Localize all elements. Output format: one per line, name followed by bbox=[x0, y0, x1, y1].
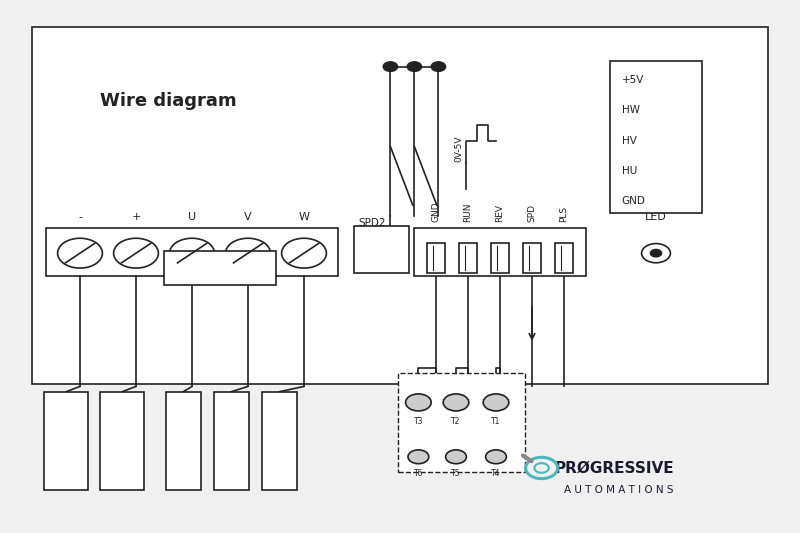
Circle shape bbox=[226, 238, 270, 268]
Circle shape bbox=[642, 244, 670, 263]
Bar bbox=[610, 61, 702, 213]
Bar bbox=[214, 392, 249, 490]
Bar bbox=[262, 392, 297, 490]
Bar bbox=[459, 243, 477, 273]
Circle shape bbox=[486, 450, 506, 464]
Text: Blue: Blue bbox=[226, 431, 236, 451]
Text: Common: Common bbox=[62, 421, 70, 461]
Text: HW: HW bbox=[622, 106, 640, 115]
Bar bbox=[46, 228, 338, 276]
Circle shape bbox=[431, 62, 446, 71]
Circle shape bbox=[114, 238, 158, 268]
Text: HU: HU bbox=[622, 166, 637, 176]
Text: W: W bbox=[298, 212, 310, 222]
Circle shape bbox=[446, 450, 466, 464]
Bar bbox=[166, 392, 201, 490]
Bar bbox=[491, 243, 509, 273]
Bar bbox=[44, 392, 88, 490]
Text: 12VDC  5A: 12VDC 5A bbox=[118, 417, 126, 465]
Text: A U T O M A T I O N S: A U T O M A T I O N S bbox=[564, 484, 674, 495]
Text: REV: REV bbox=[495, 204, 505, 222]
Circle shape bbox=[407, 62, 422, 71]
Text: Motor Input: Motor Input bbox=[188, 263, 252, 273]
Circle shape bbox=[282, 238, 326, 268]
Circle shape bbox=[483, 394, 509, 411]
Text: U: U bbox=[188, 212, 196, 222]
Text: T2: T2 bbox=[451, 417, 461, 426]
Circle shape bbox=[443, 394, 469, 411]
Circle shape bbox=[406, 394, 431, 411]
Text: SPD2: SPD2 bbox=[358, 218, 386, 228]
Text: GND: GND bbox=[622, 197, 646, 206]
Bar bbox=[100, 392, 144, 490]
Bar bbox=[32, 27, 768, 384]
Text: T1: T1 bbox=[491, 417, 501, 426]
Bar bbox=[164, 251, 276, 285]
Text: SPD: SPD bbox=[527, 204, 537, 222]
Text: GND: GND bbox=[431, 201, 441, 222]
Text: T4: T4 bbox=[491, 469, 501, 478]
Circle shape bbox=[408, 450, 429, 464]
Text: HV: HV bbox=[622, 136, 637, 146]
Text: PLS: PLS bbox=[559, 206, 569, 222]
Text: V: V bbox=[244, 212, 252, 222]
Text: 0V-5V: 0V-5V bbox=[454, 136, 463, 163]
Text: Green: Green bbox=[178, 427, 188, 455]
Circle shape bbox=[650, 249, 662, 257]
Text: +: + bbox=[131, 212, 141, 222]
Bar bbox=[354, 226, 409, 273]
Text: Wire diagram: Wire diagram bbox=[100, 92, 236, 110]
Bar bbox=[427, 243, 445, 273]
Text: -: - bbox=[78, 212, 82, 222]
Text: T3: T3 bbox=[414, 417, 423, 426]
Circle shape bbox=[170, 238, 214, 268]
Text: T6: T6 bbox=[414, 469, 423, 478]
Text: White: White bbox=[274, 428, 284, 454]
Text: +5V: +5V bbox=[622, 75, 644, 85]
Circle shape bbox=[58, 238, 102, 268]
Bar bbox=[523, 243, 541, 273]
Bar bbox=[414, 228, 586, 276]
Text: LED: LED bbox=[645, 212, 667, 222]
Text: T5: T5 bbox=[451, 469, 461, 478]
Text: PRØGRESSIVE: PRØGRESSIVE bbox=[554, 461, 674, 475]
Circle shape bbox=[383, 62, 398, 71]
Text: RUN: RUN bbox=[463, 203, 473, 222]
Bar bbox=[398, 373, 525, 472]
Bar bbox=[555, 243, 573, 273]
